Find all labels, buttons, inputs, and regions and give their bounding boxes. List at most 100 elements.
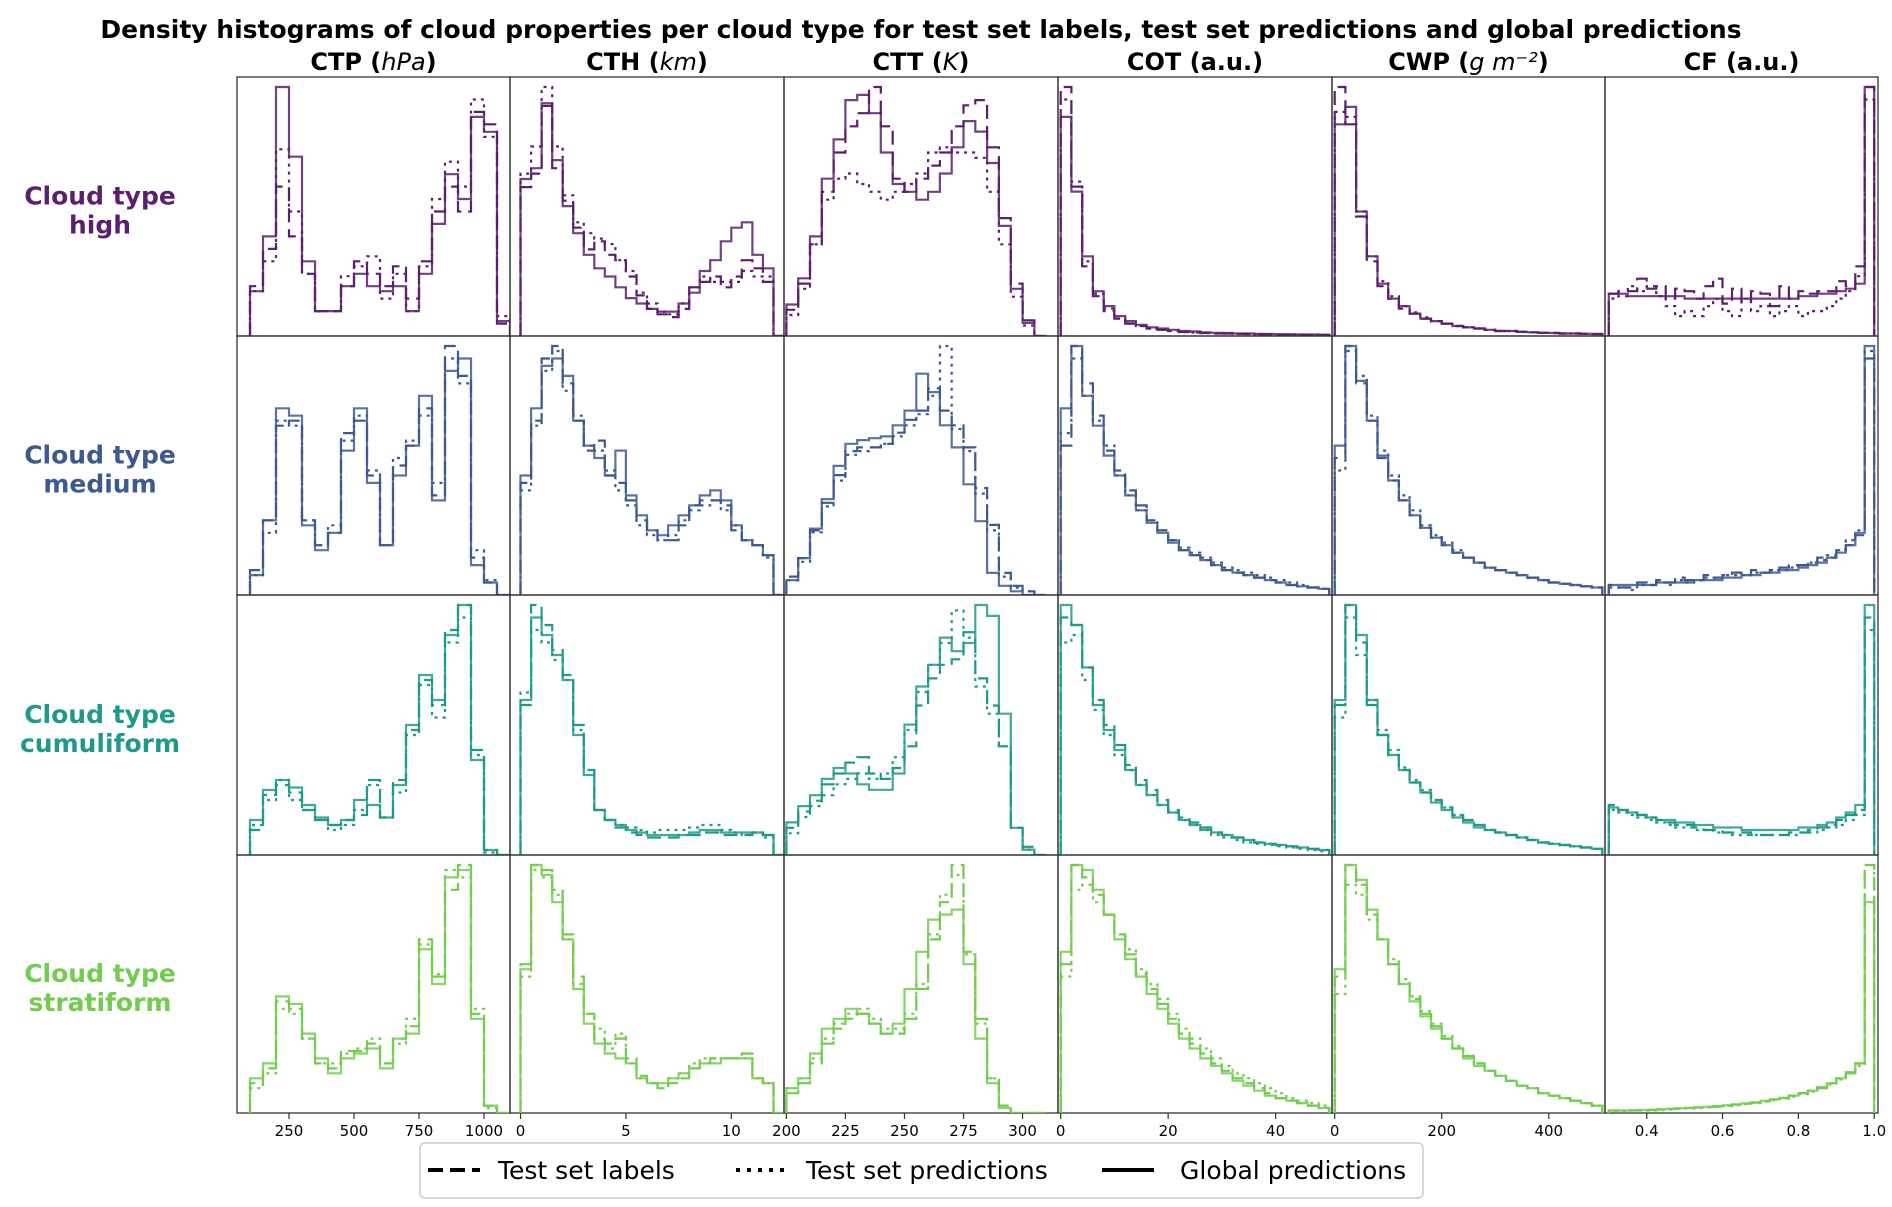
column-title-CTH-name: CTH [586,48,648,76]
tick-label-CTT-4: 300 [1008,1122,1037,1140]
panel-frame-medium-CTP [236,335,511,596]
series-predictions-stratiform-CTP [248,868,510,1113]
series-global-cumuliform-CWP [1333,603,1604,855]
panel-frame-stratiform-CTH [509,854,785,1114]
tick-label-CWP-1: 200 [1427,1122,1456,1140]
panel-frame-cumuliform-CTT [783,594,1059,856]
column-title-CTT-name: CTT [873,48,932,76]
column-title-CTP-unit: hPa [381,48,425,76]
column-title-CTH-paren-open: ( [649,48,660,76]
series-predictions-cumuliform-CTT [785,609,1047,855]
series-global-medium-COT [1059,344,1331,595]
series-global-cumuliform-CF [1607,603,1876,855]
column-title-CTT-paren-open: ( [932,48,943,76]
panel-high-CWP [1331,76,1606,337]
series-labels-cumuliform-COT [1059,616,1331,855]
panel-stratiform-CWP [1331,854,1606,1114]
series-global-cumuliform-CTH [519,616,784,855]
column-title-CWP-name: CWP [1388,48,1458,76]
column-title-CF-unit: (a.u.) [1726,48,1799,76]
series-predictions-medium-CTH [519,349,784,595]
series-labels-stratiform-CWP [1333,863,1604,1113]
series-labels-cumuliform-CTT [785,631,1047,855]
panel-frame-stratiform-CTP [236,854,511,1114]
panel-cumuliform-COT [1057,594,1333,856]
series-predictions-high-COT [1059,98,1331,336]
column-title-CWP-unit: g m⁻² [1469,48,1538,76]
series-labels-high-CWP [1333,85,1604,336]
series-global-medium-CTT [785,372,1047,595]
panel-high-CF [1604,76,1879,337]
series-predictions-cumuliform-CWP [1333,616,1604,855]
panel-cumuliform-CTP [236,594,511,856]
series-predictions-high-CTT [785,146,1047,336]
series-predictions-cumuliform-COT [1059,633,1331,855]
series-labels-medium-CTP [248,344,510,595]
panel-frame-stratiform-CWP [1331,854,1606,1114]
series-global-high-CTT [785,93,1047,336]
panel-cumuliform-CTH [509,594,785,856]
panel-frame-stratiform-CF [1604,854,1879,1114]
legend-frame [419,1142,1424,1199]
series-global-high-CTH [519,102,784,336]
panel-frame-cumuliform-CTP [236,594,511,856]
tick-label-CTT-0: 200 [772,1122,801,1140]
series-global-stratiform-CTH [519,863,784,1113]
row-label-cumuliform-line1: Cloud type [24,700,176,729]
panel-frame-cumuliform-COT [1057,594,1333,856]
series-labels-cumuliform-CTH [519,603,784,855]
panel-frame-medium-CTH [509,335,785,596]
row-label-stratiform-line2: stratiform [29,988,172,1017]
tick-label-CWP-0: 0 [1330,1122,1340,1140]
series-predictions-stratiform-CTT [785,873,1047,1113]
panel-frame-stratiform-CTT [783,854,1059,1114]
legend: Test set labels Test set predictions Glo… [419,1142,1424,1199]
series-predictions-medium-CTP [248,357,510,595]
series-predictions-high-CWP [1333,110,1604,336]
legend-label-predictions: Test set predictions [805,1156,1048,1185]
tick-label-CF-1: 0.6 [1711,1122,1735,1140]
panel-frame-cumuliform-CWP [1331,594,1606,856]
tick-label-CTT-2: 250 [890,1122,919,1140]
panel-stratiform-CTP [236,854,511,1114]
series-global-stratiform-CF [1607,901,1876,1113]
series-predictions-high-CTH [519,85,784,336]
column-title-COT: COT (a.u.) [1127,48,1263,76]
panel-medium-CTH [509,335,785,596]
x-ticks: 250 500 750 1000 0 5 10 200 225 250 275 300 0 20 40 0 20… [275,1113,1886,1140]
row-label-cumuliform-line2: cumuliform [20,729,180,758]
tick-label-COT-2: 40 [1266,1122,1285,1140]
column-titles: CTP (hPa) CTH (km) CTT (K) COT (a.u.) CWP (g… [310,48,1799,76]
column-title-CTP: CTP (hPa) [310,48,436,76]
column-title-CTT: CTT (K) [873,48,970,76]
panel-frame-high-CTT [783,76,1059,337]
panel-cumuliform-CWP [1331,594,1606,856]
panel-high-CTT [783,76,1059,337]
panel-frame-high-CTP [236,76,511,337]
tick-label-COT-1: 20 [1159,1122,1178,1140]
panel-stratiform-CTT [783,854,1059,1114]
tick-label-CTH-2: 10 [722,1122,741,1140]
column-title-CWP-paren-close: ) [1538,48,1549,76]
tick-label-CTP-0: 250 [275,1122,304,1140]
series-labels-cumuliform-CWP [1333,603,1604,855]
series-labels-stratiform-CTH [519,863,784,1113]
panel-cumuliform-CF [1604,594,1879,856]
panel-medium-COT [1057,335,1333,596]
panel-frame-medium-CTT [783,335,1059,596]
tick-label-CF-0: 0.4 [1635,1122,1659,1140]
row-label-medium-line2: medium [43,470,156,499]
legend-label-global: Global predictions [1180,1156,1406,1185]
column-title-CTP-paren-open: ( [370,48,381,76]
column-title-CTP-name: CTP [310,48,370,76]
panel-cumuliform-CTT [783,594,1059,856]
series-labels-stratiform-COT [1059,863,1331,1113]
row-label-high-line1: Cloud type [24,182,176,211]
column-title-CTH-unit: km [660,48,697,76]
series-predictions-medium-COT [1059,357,1331,595]
panel-medium-CTT [783,335,1059,596]
row-label-stratiform-line1: Cloud type [24,959,176,988]
column-title-CTP-paren-close: ) [426,48,437,76]
